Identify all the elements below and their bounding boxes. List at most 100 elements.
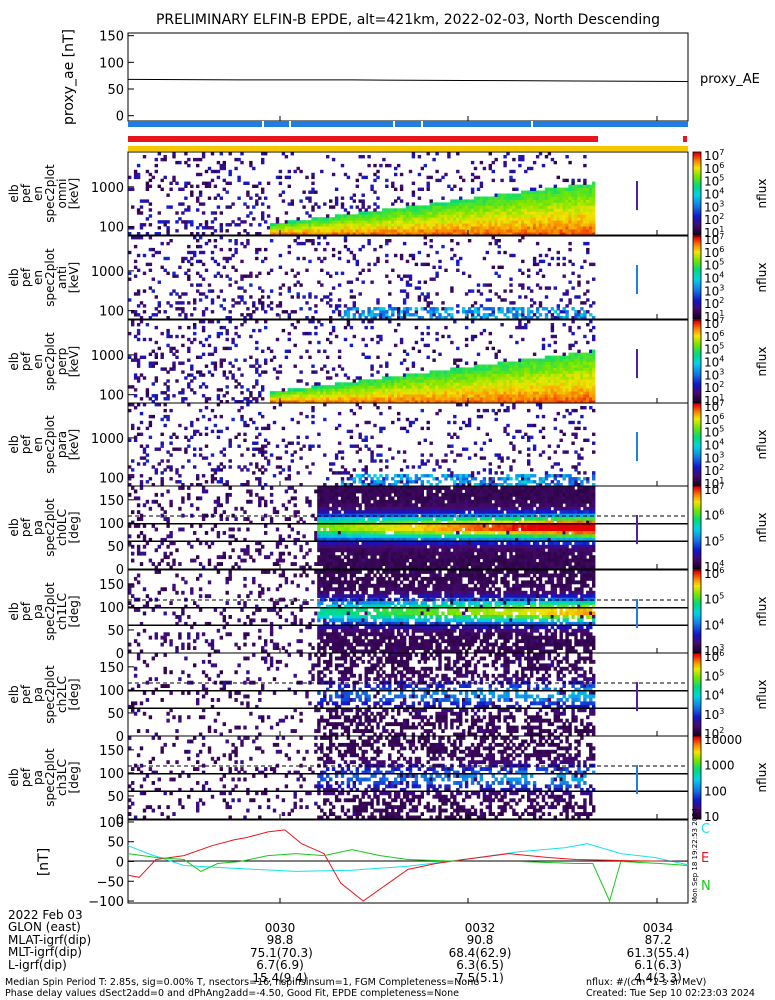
spec-cell	[311, 414, 315, 419]
spec-cell	[145, 187, 150, 191]
spec-cell	[441, 301, 445, 305]
spec-cell	[243, 438, 247, 442]
spec-cell	[538, 382, 543, 386]
spec-cell	[592, 370, 596, 374]
spec-cell	[388, 208, 392, 212]
spec-cell	[488, 480, 492, 484]
spec-cell	[193, 307, 197, 311]
spec-cell	[512, 388, 516, 392]
spec-cell	[586, 205, 590, 209]
spec-cell	[373, 403, 377, 407]
spec-cell	[255, 184, 259, 188]
spec-cell	[426, 205, 430, 209]
spec-cell	[405, 217, 410, 221]
spec-cell	[535, 483, 540, 487]
spec-cell	[509, 283, 513, 287]
spec-cell	[151, 247, 155, 252]
pa-cell	[169, 565, 173, 570]
spec-cell	[494, 382, 498, 386]
spec-cell	[535, 271, 540, 275]
spec-cell	[394, 394, 398, 398]
spec-cell	[518, 157, 522, 162]
spec-cell	[302, 220, 306, 224]
spec-cell	[198, 320, 203, 324]
spec-cell	[290, 199, 294, 203]
spec-cell	[323, 349, 327, 353]
spec-cell	[296, 394, 300, 398]
spec-cell	[376, 370, 380, 374]
spec-cell	[592, 232, 596, 236]
spec-cell	[293, 226, 297, 230]
spec-cell	[139, 316, 144, 320]
spec-cell	[246, 232, 250, 236]
spec-cell	[482, 391, 487, 395]
spec-cell	[163, 157, 167, 162]
spec-cell	[470, 211, 475, 215]
spec-cell	[142, 376, 147, 380]
spec-cell	[571, 181, 575, 185]
spec-cell	[391, 313, 395, 317]
spec-cell	[453, 385, 457, 389]
spec-cell	[343, 337, 348, 342]
spec-cell	[399, 226, 404, 230]
spec-cell	[352, 217, 356, 221]
spec-cell	[476, 196, 481, 200]
spec-cell	[346, 247, 351, 252]
spec-cell	[411, 220, 416, 224]
spec-cell	[302, 232, 306, 236]
spec-cell	[592, 220, 596, 224]
spec-cell	[512, 193, 516, 197]
spec-cell	[299, 483, 303, 487]
spec-cell	[550, 355, 555, 359]
spec-cell	[550, 226, 555, 230]
spec-cell	[175, 447, 179, 451]
spec-cell	[169, 441, 173, 445]
spec-cell	[420, 480, 424, 484]
spec-cell	[131, 358, 135, 362]
spec-cell	[364, 465, 368, 469]
spec-cell	[589, 214, 593, 218]
spec-cell	[411, 217, 416, 221]
spec-cell	[494, 385, 498, 389]
spec-cell	[358, 220, 362, 224]
spec-cell	[252, 184, 256, 188]
spec-cell	[376, 214, 380, 218]
spec-cell	[178, 325, 182, 330]
spec-cell	[530, 361, 534, 365]
isolated-burst	[636, 432, 638, 462]
spec-cell	[509, 397, 513, 401]
spec-cell	[399, 379, 404, 383]
spec-cell	[577, 376, 581, 380]
spec-cell	[187, 220, 191, 224]
spec-cell	[370, 435, 374, 439]
spec-cell	[583, 155, 587, 159]
spec-cell	[408, 223, 413, 227]
spec-cell	[343, 310, 348, 314]
spec-cell	[441, 382, 445, 386]
spec-cell	[527, 268, 531, 272]
spec-cell	[269, 307, 274, 311]
spec-cell	[417, 250, 422, 255]
spec-cell	[349, 220, 354, 224]
spec-cell	[408, 169, 413, 174]
spec-cell	[240, 286, 244, 290]
spec-cell	[556, 316, 560, 320]
spec-cell	[535, 202, 540, 206]
spec-cell	[379, 316, 383, 320]
spec-cell	[586, 358, 590, 362]
spec-cell	[479, 483, 484, 487]
spec-cell	[358, 313, 362, 317]
spec-cell	[139, 474, 144, 478]
spec-cell	[340, 477, 345, 481]
spec-cell	[488, 196, 492, 200]
spec-cell	[473, 217, 478, 221]
spec-cell	[169, 465, 173, 469]
spec-cell	[589, 199, 593, 203]
spec-cell	[302, 394, 306, 398]
spec-cell	[580, 187, 584, 191]
spec-cell	[346, 323, 351, 327]
spec-cell	[352, 253, 356, 258]
spec-cell	[553, 364, 557, 368]
spec-cell	[577, 208, 581, 212]
spec-cell	[278, 301, 283, 305]
